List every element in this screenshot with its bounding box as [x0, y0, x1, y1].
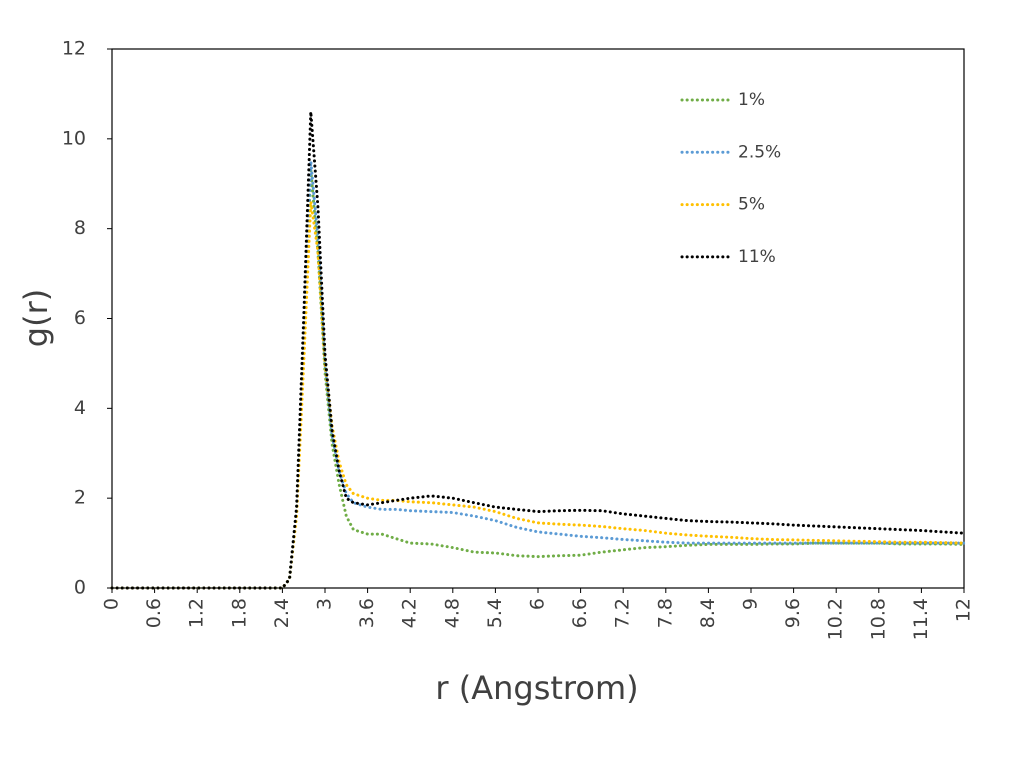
x-tick-label: 9.6 [782, 598, 804, 628]
x-tick-label: 4.2 [399, 598, 421, 628]
y-tick-label: 12 [62, 38, 86, 60]
y-axis-label: g(r) [17, 289, 55, 347]
x-tick-label: 2.4 [271, 598, 293, 628]
x-tick-label: 6.6 [569, 598, 591, 628]
x-tick-label: 7.2 [612, 598, 634, 628]
data-line [110, 161, 966, 590]
x-tick-label: 8.4 [697, 598, 719, 628]
y-tick-label: 8 [74, 217, 86, 239]
x-axis-label: r (Angstrom) [435, 669, 638, 707]
x-tick-label: 0.6 [143, 598, 165, 628]
y-tick-label: 10 [62, 127, 86, 149]
y-tick-label: 0 [74, 577, 86, 599]
x-tick-label: 3 [314, 598, 336, 610]
x-tick-label: 5.4 [484, 598, 506, 628]
y-tick-label: 6 [74, 307, 86, 329]
legend-label: 11% [738, 247, 776, 267]
y-tick-label: 2 [74, 487, 86, 509]
plot-frame [111, 48, 965, 589]
x-tick-label: 1.8 [228, 598, 250, 628]
x-tick-label: 0 [101, 598, 123, 610]
x-tick-label: 10.8 [867, 598, 889, 640]
x-tick-label: 11.4 [910, 598, 932, 640]
x-tick-label: 4.8 [441, 598, 463, 628]
x-tick-label: 12 [953, 598, 975, 622]
y-tick-label: 4 [74, 397, 86, 419]
x-tick-label: 6 [527, 598, 549, 610]
legend-label: 5% [738, 195, 765, 215]
data-line [110, 201, 966, 590]
x-tick-label: 9 [740, 598, 762, 610]
x-tick-label: 3.6 [356, 598, 378, 628]
legend-label: 2.5% [738, 142, 781, 162]
x-tick-label: 10.2 [825, 598, 847, 640]
x-tick-label: 1.2 [186, 598, 208, 628]
data-line [110, 111, 966, 590]
legend-label: 1% [738, 90, 765, 110]
x-tick-label: 7.8 [654, 598, 676, 628]
data-line [110, 170, 966, 590]
